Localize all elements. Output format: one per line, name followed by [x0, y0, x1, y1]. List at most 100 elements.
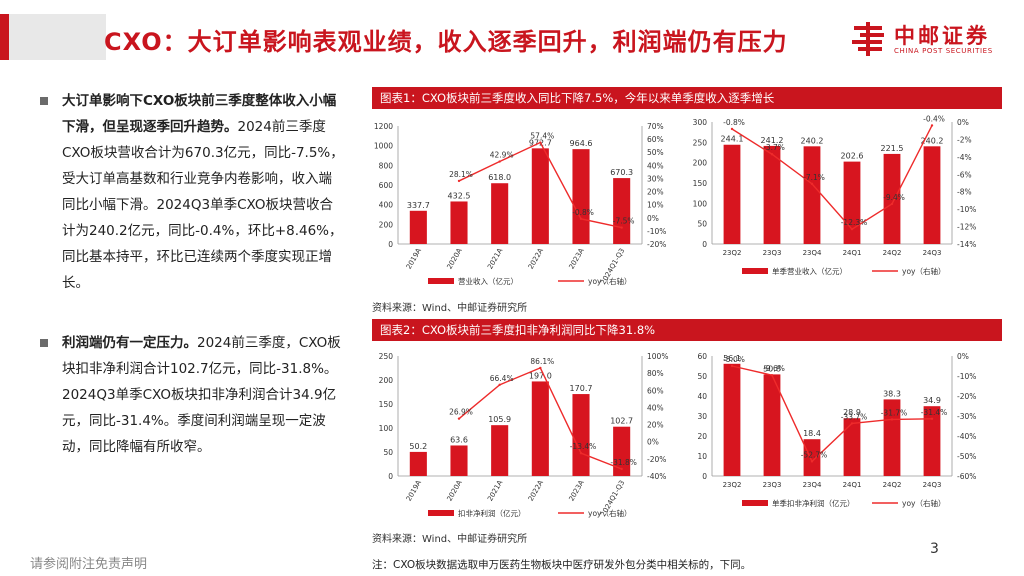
bar: [763, 145, 781, 244]
x-tick-label: 2019A: [405, 479, 423, 503]
y2-tick-label: 30%: [647, 174, 664, 183]
yoy-value-label: 26.9%: [449, 408, 473, 417]
y2-tick-label: -50%: [957, 452, 976, 461]
x-tick-label: 2023A: [567, 247, 585, 271]
chart-profit-quarterly: 0 10 20 30 40 50 60 0% -10% -20% -30% -40% -50% -60% 5…: [697, 352, 976, 508]
x-tick-label: 24Q1: [843, 249, 862, 257]
x-tick-label: 2022A: [527, 479, 545, 503]
y2-tick-label: 0%: [647, 214, 659, 223]
y2-tick-label: 60%: [647, 135, 664, 144]
bar-value-label: 34.9: [923, 396, 941, 405]
bar-value-label: 240.2: [801, 136, 824, 145]
paragraph-revenue-body: 2024前三季度CXO板块营收合计为670.3亿元，同比-7.5%，受大订单高基…: [62, 119, 344, 291]
yoy-point: [579, 452, 583, 455]
yoy-value-label: 86.1%: [530, 357, 554, 366]
y-tick-label: 150: [693, 179, 708, 188]
title-decoration: [6, 14, 106, 60]
y-tick-label: 300: [693, 118, 708, 127]
paragraph-revenue-lead: 大订单影响下CXO板块前三季度整体收入小幅下滑，但呈现逐季回升趋势。: [62, 93, 337, 135]
x-tick-label: 23Q3: [763, 481, 782, 489]
bar: [843, 418, 861, 476]
y2-tick-label: 40%: [647, 403, 664, 412]
bar: [491, 183, 509, 244]
legend-bar-swatch: [428, 278, 454, 284]
x-tick-label: 23Q2: [723, 249, 742, 257]
x-tick-label: 24Q3: [923, 249, 942, 257]
y-tick-label: 40: [697, 392, 707, 401]
x-tick-label: 2019A: [405, 247, 423, 271]
disclaimer-text: 请参阅附注免责声明: [30, 557, 148, 572]
bar: [883, 153, 901, 244]
bar-value-label: 28.9: [843, 408, 861, 417]
y-tick-label: 100: [693, 199, 708, 208]
yoy-value-label: -9.4%: [883, 193, 905, 202]
y-tick-label: 0: [388, 240, 393, 249]
bar-value-label: 202.6: [841, 152, 864, 161]
bar-value-label: 618.0: [488, 173, 511, 182]
y2-tick-label: -4%: [957, 153, 972, 162]
y2-tick-label: -10%: [957, 372, 976, 381]
yoy-value-label: -7.1%: [803, 173, 825, 182]
bar: [409, 451, 427, 476]
legend-bar-swatch: [428, 510, 454, 516]
y-tick-label: 200: [379, 376, 394, 385]
y2-tick-label: 40%: [647, 161, 664, 170]
y-tick-label: 20: [697, 432, 707, 441]
yoy-line: [731, 125, 933, 231]
bar: [923, 146, 941, 244]
yoy-line: [731, 365, 933, 463]
page-title: CXO：大订单影响表观业绩，收入逐季回升，利润端仍有压力: [104, 28, 788, 56]
x-tick-label: 2020A: [445, 247, 463, 271]
bar: [803, 439, 821, 476]
y2-tick-label: -10%: [647, 227, 666, 236]
yoy-value-label: -0.8%: [572, 208, 594, 217]
yoy-point: [810, 182, 814, 186]
yoy-value-label: -31.7%: [881, 408, 908, 417]
figure2-header: 图表2：CXO板块前三季度扣非净利润同比下降31.8%: [372, 319, 1002, 341]
yoy-value-label: 28.1%: [449, 170, 473, 179]
yoy-point: [620, 226, 623, 229]
yoy-value-label: -3.7%: [763, 143, 785, 152]
yoy-value-label: -5.0%: [723, 355, 745, 364]
bar: [763, 374, 781, 476]
figure2-source: 资料来源：Wind、中邮证券研究所: [372, 534, 528, 545]
yoy-value-label: 57.4%: [530, 132, 554, 141]
y-tick-label: 50: [383, 448, 393, 457]
y-tick-label: 400: [379, 201, 394, 210]
x-tick-label: 24Q2: [883, 481, 902, 489]
bar-value-label: 102.7: [610, 417, 633, 426]
bar: [613, 426, 631, 476]
y-tick-label: 60: [697, 352, 707, 361]
x-tick-label: 24Q1: [843, 481, 862, 489]
bar: [613, 178, 631, 244]
y-tick-label: 100: [379, 424, 394, 433]
yoy-value-label: -0.8%: [723, 118, 745, 127]
y-tick-label: 200: [693, 159, 708, 168]
figure1-header: 图表1：CXO板块前三季度收入同比下降7.5%，今年以来单季度收入逐季增长: [372, 87, 1002, 109]
y-tick-label: 10: [697, 452, 707, 461]
paragraph-revenue: 大订单影响下CXO板块前三季度整体收入小幅下滑，但呈现逐季回升趋势。2024前三…: [62, 88, 344, 296]
yoy-value-label: -12.3%: [841, 218, 868, 227]
logo-subtitle: CHINA POST SECURITIES: [894, 47, 993, 55]
legend-bar-swatch: [742, 268, 768, 274]
bar-value-label: 432.5: [448, 191, 471, 200]
bar: [843, 161, 861, 244]
y2-tick-label: -20%: [957, 392, 976, 401]
yoy-point: [539, 141, 542, 144]
footer-note: 注：CXO板块数据选取申万医药生物板块中医疗研发外包分类中相关标的，下同。: [372, 559, 752, 571]
bar-value-label: 105.9: [488, 415, 511, 424]
y-tick-label: 0: [702, 240, 707, 249]
bar-value-label: 240.2: [921, 136, 944, 145]
yoy-value-label: -0.4%: [923, 114, 945, 123]
legend-bar-label: 营业收入（亿元）: [458, 276, 518, 286]
y-tick-label: 50: [697, 372, 707, 381]
paragraph-profit-lead: 利润端仍有一定压力。: [62, 335, 197, 351]
bar-value-label: 244.1: [721, 135, 744, 144]
y2-tick-label: 0%: [957, 352, 969, 361]
y2-tick-label: -40%: [647, 472, 666, 481]
x-tick-label: 23Q2: [723, 481, 742, 489]
company-logo: 中邮证券 CHINA POST SECURITIES: [850, 18, 1020, 62]
y2-tick-label: -30%: [957, 412, 976, 421]
yoy-point: [850, 422, 854, 425]
bar: [723, 144, 741, 244]
